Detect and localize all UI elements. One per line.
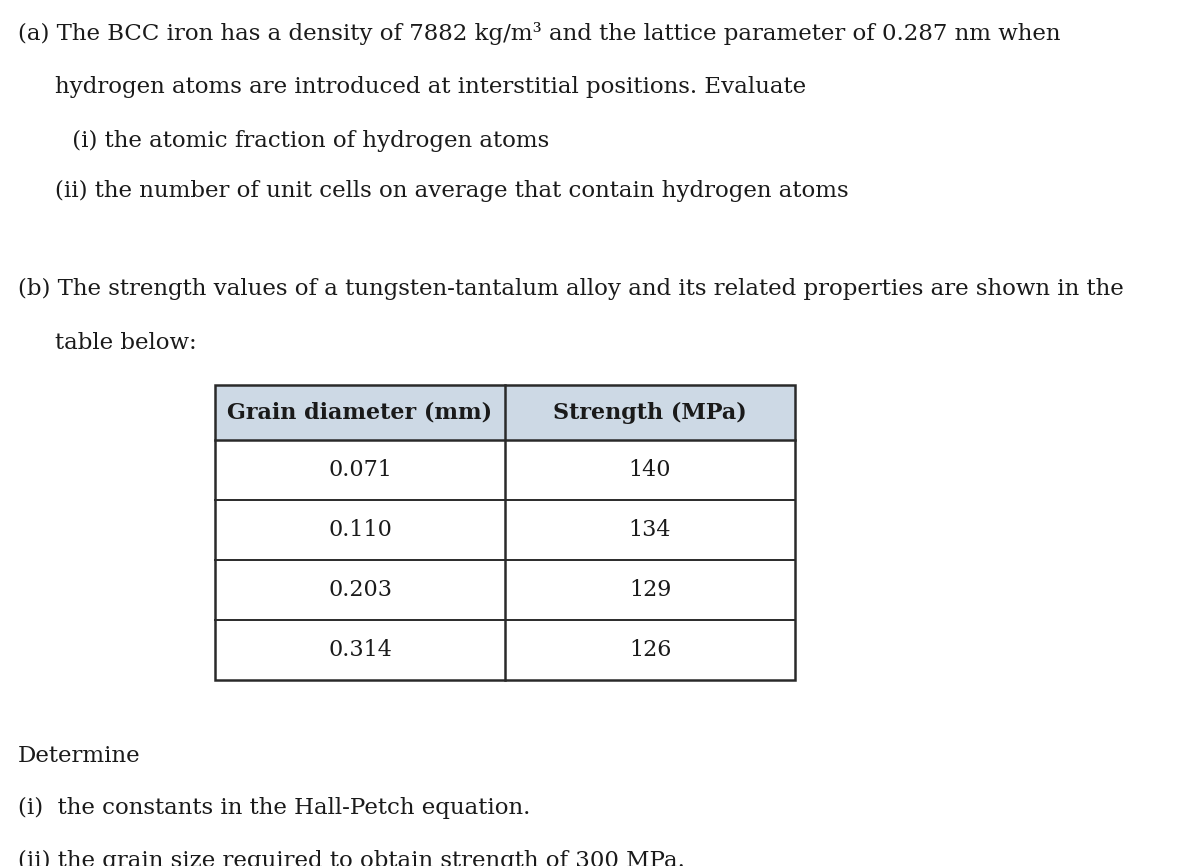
Text: Determine: Determine bbox=[18, 745, 140, 767]
Text: (ii) the number of unit cells on average that contain hydrogen atoms: (ii) the number of unit cells on average… bbox=[55, 180, 848, 202]
Text: (i)  the constants in the Hall-Petch equation.: (i) the constants in the Hall-Petch equa… bbox=[18, 797, 530, 819]
Text: hydrogen atoms are introduced at interstitial positions. Evaluate: hydrogen atoms are introduced at interst… bbox=[55, 76, 806, 98]
Text: (b) The strength values of a tungsten-tantalum alloy and its related properties : (b) The strength values of a tungsten-ta… bbox=[18, 278, 1123, 301]
Text: 0.110: 0.110 bbox=[328, 519, 392, 541]
Text: (ii) the grain size required to obtain strength of 300 MPa.: (ii) the grain size required to obtain s… bbox=[18, 850, 685, 866]
Text: 134: 134 bbox=[629, 519, 671, 541]
Bar bbox=[215, 385, 796, 680]
Text: 126: 126 bbox=[629, 639, 671, 661]
Text: Strength (MPa): Strength (MPa) bbox=[553, 402, 746, 423]
Text: table below:: table below: bbox=[55, 332, 197, 354]
Text: 0.071: 0.071 bbox=[328, 459, 392, 481]
Text: (i) the atomic fraction of hydrogen atoms: (i) the atomic fraction of hydrogen atom… bbox=[65, 130, 550, 152]
Text: 0.314: 0.314 bbox=[328, 639, 392, 661]
Text: 140: 140 bbox=[629, 459, 671, 481]
Text: 129: 129 bbox=[629, 579, 671, 601]
Bar bbox=[215, 385, 796, 440]
Text: 0.203: 0.203 bbox=[328, 579, 392, 601]
Text: Grain diameter (mm): Grain diameter (mm) bbox=[228, 402, 492, 423]
Text: (a) The BCC iron has a density of 7882 kg/m³ and the lattice parameter of 0.287 : (a) The BCC iron has a density of 7882 k… bbox=[18, 22, 1061, 45]
